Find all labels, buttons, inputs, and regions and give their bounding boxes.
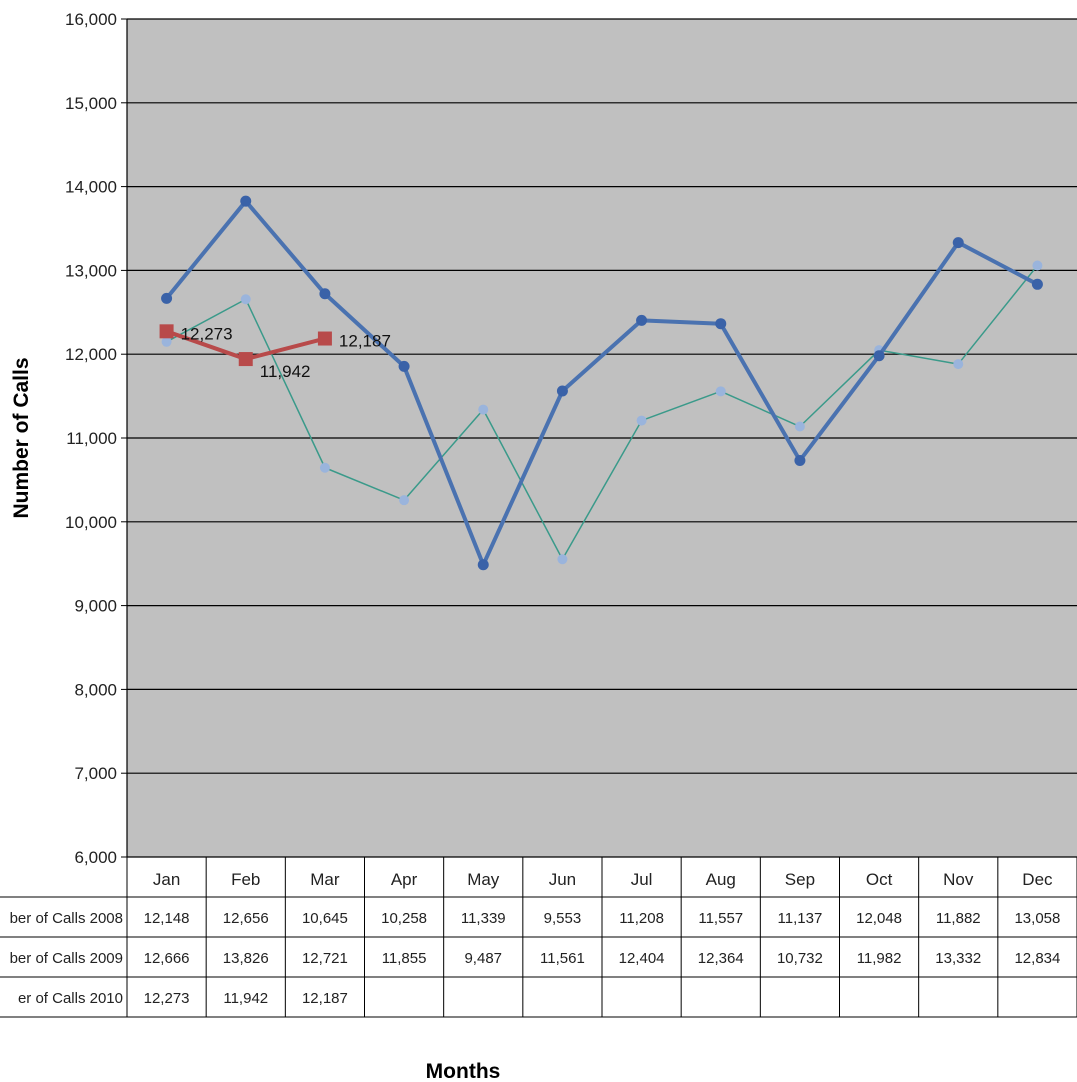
table-cell: 11,882 bbox=[936, 910, 981, 927]
table-cell: 12,148 bbox=[144, 910, 190, 927]
data-point bbox=[478, 404, 489, 415]
data-point bbox=[319, 462, 330, 473]
y-axis-label: Number of Calls bbox=[10, 357, 33, 518]
data-point bbox=[953, 359, 964, 370]
x-axis-label: Months bbox=[426, 1060, 501, 1082]
data-point bbox=[715, 318, 727, 330]
data-point bbox=[161, 336, 172, 347]
table-cell: 12,834 bbox=[1014, 950, 1060, 967]
data-label: 12,187 bbox=[339, 332, 391, 351]
data-label: 11,942 bbox=[260, 362, 311, 381]
table-cell: 11,339 bbox=[461, 910, 506, 927]
table-cell: 12,656 bbox=[223, 910, 269, 927]
data-point bbox=[159, 324, 174, 339]
table-cell: 10,258 bbox=[381, 910, 427, 927]
x-tick-label: Oct bbox=[866, 870, 893, 889]
y-tick-label: 8,000 bbox=[74, 680, 117, 699]
data-point bbox=[873, 350, 885, 362]
x-tick-label: Jul bbox=[631, 870, 653, 889]
table-cell: 13,058 bbox=[1014, 910, 1060, 927]
y-tick-label: 6,000 bbox=[74, 848, 117, 867]
data-point bbox=[794, 421, 805, 432]
data-point bbox=[636, 415, 647, 426]
data-point bbox=[240, 195, 252, 207]
table-cell: 11,137 bbox=[778, 910, 823, 927]
table-cell: 11,208 bbox=[619, 910, 664, 927]
data-point bbox=[240, 294, 251, 305]
x-tick-label: Mar bbox=[310, 870, 340, 889]
table-cell: 12,048 bbox=[856, 910, 902, 927]
table-cell: 13,332 bbox=[935, 950, 981, 967]
data-point bbox=[319, 288, 331, 300]
x-tick-label: Jun bbox=[549, 870, 576, 889]
x-tick-label: Jan bbox=[153, 870, 180, 889]
x-tick-label: May bbox=[467, 870, 500, 889]
y-tick-label: 16,000 bbox=[65, 10, 117, 29]
table-cell: 10,645 bbox=[302, 910, 348, 927]
x-tick-label: Feb bbox=[231, 870, 260, 889]
data-point bbox=[398, 360, 410, 372]
y-tick-label: 12,000 bbox=[65, 345, 117, 364]
table-row-label: er of Calls 2010 bbox=[18, 990, 123, 1007]
table-row-label: ber of Calls 2008 bbox=[10, 910, 123, 927]
table-cell: 11,982 bbox=[857, 950, 902, 967]
series-line-2 bbox=[165, 199, 1039, 567]
data-point bbox=[636, 314, 648, 326]
table-cell: 12,187 bbox=[302, 990, 348, 1007]
data-point bbox=[715, 386, 726, 397]
y-tick-label: 11,000 bbox=[66, 429, 117, 448]
data-point bbox=[477, 559, 489, 571]
table-cell: 11,561 bbox=[540, 950, 585, 967]
data-point bbox=[952, 237, 964, 249]
y-tick-label: 7,000 bbox=[74, 764, 117, 783]
table-cell: 13,826 bbox=[223, 950, 269, 967]
x-tick-label: Dec bbox=[1022, 870, 1053, 889]
data-point bbox=[238, 352, 253, 367]
table-cell: 12,273 bbox=[144, 990, 190, 1007]
data-point bbox=[1031, 278, 1043, 290]
x-tick-label: Apr bbox=[391, 870, 418, 889]
table-cell: 10,732 bbox=[777, 950, 823, 967]
table-cell: 12,404 bbox=[619, 950, 665, 967]
data-point bbox=[794, 454, 806, 466]
y-tick-label: 15,000 bbox=[65, 94, 117, 113]
y-tick-label: 14,000 bbox=[65, 178, 117, 197]
table-cell: 12,364 bbox=[698, 950, 744, 967]
table-cell: 9,553 bbox=[544, 910, 582, 927]
x-tick-label: Aug bbox=[706, 870, 736, 889]
y-tick-label: 10,000 bbox=[65, 513, 117, 532]
table-cell: 11,557 bbox=[698, 910, 743, 927]
data-point bbox=[399, 495, 410, 506]
data-point bbox=[556, 385, 568, 397]
table-cell: 9,487 bbox=[464, 950, 502, 967]
data-point bbox=[317, 331, 332, 346]
y-tick-label: 9,000 bbox=[74, 597, 117, 616]
series-line-1 bbox=[166, 265, 1039, 561]
table-cell: 12,721 bbox=[302, 950, 348, 967]
x-tick-label: Nov bbox=[943, 870, 974, 889]
data-point bbox=[557, 554, 568, 565]
y-tick-label: 13,000 bbox=[65, 261, 117, 280]
data-point bbox=[161, 292, 173, 304]
x-tick-label: Sep bbox=[785, 870, 815, 889]
table-cell: 11,855 bbox=[382, 950, 427, 967]
table-cell: 11,942 bbox=[223, 990, 268, 1007]
table-cell: 12,666 bbox=[144, 950, 190, 967]
table-row-label: ber of Calls 2009 bbox=[10, 950, 123, 967]
data-point bbox=[1032, 260, 1043, 271]
data-label: 12,273 bbox=[181, 324, 233, 343]
